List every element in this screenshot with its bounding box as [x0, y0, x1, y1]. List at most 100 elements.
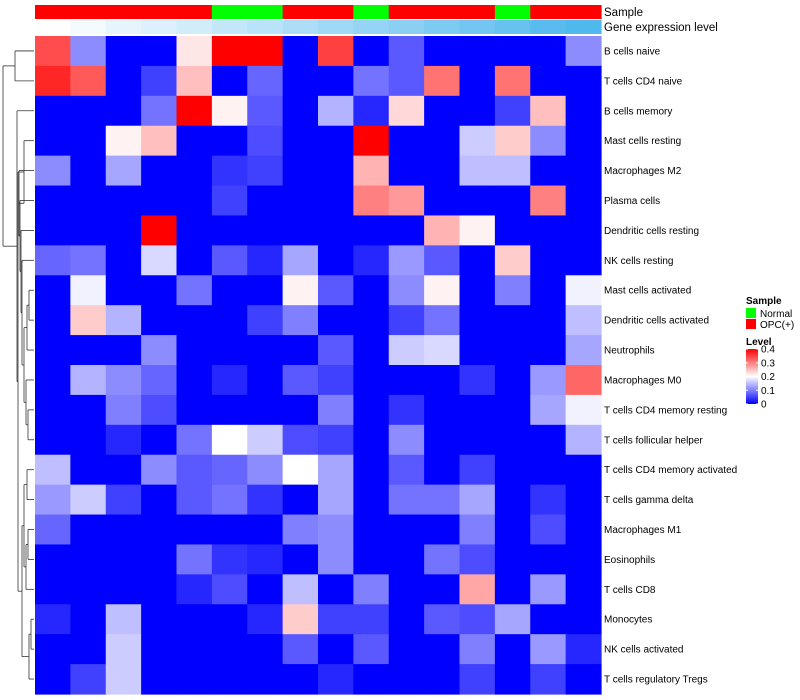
heatmap-cell — [565, 335, 602, 366]
heatmap-cell — [318, 125, 354, 157]
heatmap-cell — [565, 245, 602, 276]
heatmap-cell — [176, 335, 213, 366]
heatmap-cell — [70, 544, 107, 575]
heatmap-cell — [530, 544, 567, 575]
heatmap-cell — [565, 574, 602, 605]
heatmap-cell — [424, 365, 461, 396]
heatmap-cell — [176, 305, 213, 336]
heatmap-cell — [494, 95, 531, 127]
heatmap-cell — [176, 185, 213, 217]
heatmap-cell — [530, 365, 567, 396]
heatmap-cell — [70, 155, 107, 187]
heatmap-cell — [388, 664, 425, 695]
heatmap-cell — [247, 604, 284, 635]
row-labels: B cells naive T cells CD4 naive B cells me… — [604, 46, 737, 685]
heatmap-cell — [70, 604, 107, 635]
heatmap-cell — [141, 604, 178, 635]
heatmap-cell — [247, 36, 284, 67]
heatmap-cell — [105, 394, 142, 426]
heatmap-cell — [459, 454, 496, 486]
heatmap-cell — [494, 514, 531, 546]
heatmap-cell — [353, 65, 390, 97]
legend-tick-label: 0.4 — [761, 345, 775, 356]
heatmap-cell — [318, 95, 354, 127]
heatmap-cell — [282, 484, 319, 516]
heatmap-cell — [494, 544, 531, 575]
heatmap-cell — [353, 394, 390, 426]
heatmap-cell — [388, 514, 425, 546]
heatmap-cell — [141, 394, 178, 426]
heatmap-cell — [388, 36, 425, 67]
sample-annotation-cell — [70, 5, 107, 19]
heatmap-cell — [105, 634, 142, 665]
heatmap-cell — [141, 664, 178, 695]
sample-annotation-cell — [388, 5, 425, 19]
heatmap-cell — [388, 305, 425, 336]
heatmap-cell — [282, 335, 319, 366]
heatmap-cell — [494, 604, 531, 635]
heatmap-cell — [247, 664, 284, 695]
heatmap-cell — [494, 634, 531, 665]
heatmap-cell — [282, 574, 319, 605]
heatmap-cell — [70, 215, 107, 246]
row-label: Macrophages M1 — [604, 525, 682, 536]
heatmap-cell — [247, 574, 284, 605]
heatmap-cell — [565, 275, 602, 306]
heatmap-cell — [318, 155, 354, 187]
heatmap-cell — [318, 335, 354, 366]
row-label: NK cells resting — [604, 256, 673, 267]
heatmap-cell — [494, 65, 531, 97]
heatmap-cell — [318, 484, 354, 516]
heatmap-cell — [35, 155, 71, 187]
heatmap-cell — [35, 604, 71, 635]
heatmap-cell — [247, 544, 284, 575]
heatmap-cell — [565, 514, 602, 546]
heatmap-cell — [565, 394, 602, 426]
sample-annotation-cell — [565, 5, 602, 19]
heatmap-cell — [459, 65, 496, 97]
heatmap-cell — [282, 664, 319, 695]
heatmap-cell — [105, 275, 142, 306]
heatmap-cell — [388, 634, 425, 665]
heatmap-cell — [459, 634, 496, 665]
heatmap-cell — [282, 305, 319, 336]
heatmap-cell — [459, 36, 496, 67]
heatmap-cell — [424, 394, 461, 426]
row-label: Eosinophils — [604, 555, 655, 566]
heatmap-cell — [318, 245, 354, 276]
heatmap-cell — [565, 544, 602, 575]
level-annotation-cell — [176, 20, 213, 34]
heatmap-cell — [35, 514, 71, 546]
heatmap-cell — [459, 424, 496, 456]
heatmap-cell — [105, 185, 142, 217]
heatmap-cell — [459, 394, 496, 426]
sample-annotation-cell — [105, 5, 142, 19]
heatmap-cell — [176, 36, 213, 67]
heatmap-cell — [35, 664, 71, 695]
heatmap-cell — [459, 185, 496, 217]
heatmap-cell — [494, 245, 531, 276]
heatmap-cell — [530, 275, 567, 306]
heatmap-cell — [141, 544, 178, 575]
row-label: Monocytes — [604, 615, 652, 626]
heatmap-cell — [530, 245, 567, 276]
heatmap-cell — [70, 335, 107, 366]
heatmap-cell — [35, 215, 71, 246]
heatmap-cell — [211, 335, 248, 366]
level-annotation-cell — [105, 20, 142, 34]
heatmap-cell — [565, 95, 602, 127]
heatmap-cell — [35, 335, 71, 366]
heatmap-cell — [424, 335, 461, 366]
heatmap-cell — [282, 514, 319, 546]
row-label: Dendritic cells resting — [604, 226, 699, 237]
heatmap-cell — [35, 185, 71, 217]
heatmap-cell — [211, 484, 248, 516]
heatmap-cell — [565, 65, 602, 97]
heatmap-cell — [35, 65, 71, 97]
heatmap-cell — [494, 125, 531, 157]
heatmap-cell — [35, 275, 71, 306]
heatmap-cell — [35, 245, 71, 276]
heatmap-cell — [70, 185, 107, 217]
legend-item-opc: OPC(+) — [760, 320, 794, 331]
